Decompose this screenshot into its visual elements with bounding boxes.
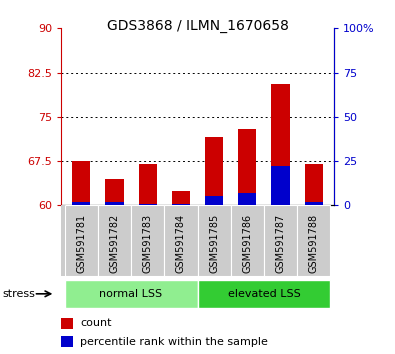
Bar (238, 129, 256, 205)
Text: normal LSS: normal LSS (100, 289, 163, 299)
Bar (205, 137, 223, 205)
Bar (172, 204, 190, 205)
Bar (64, 205, 98, 276)
Bar (198, 280, 331, 308)
Text: percentile rank within the sample: percentile rank within the sample (80, 337, 268, 347)
Bar (271, 166, 290, 205)
Bar (139, 164, 157, 205)
Bar (264, 205, 297, 276)
Text: GSM591781: GSM591781 (76, 214, 86, 273)
Bar (305, 202, 323, 205)
Text: GSM591788: GSM591788 (309, 214, 319, 273)
Bar (61, 318, 73, 329)
Bar (238, 193, 256, 205)
Text: stress: stress (2, 289, 35, 299)
Text: GDS3868 / ILMN_1670658: GDS3868 / ILMN_1670658 (107, 19, 288, 34)
Bar (305, 164, 323, 205)
Bar (61, 336, 73, 347)
Bar (271, 84, 290, 205)
Bar (72, 161, 90, 205)
Text: GSM591783: GSM591783 (143, 214, 152, 273)
Bar (205, 196, 223, 205)
Text: GSM591784: GSM591784 (176, 214, 186, 273)
Bar (105, 202, 124, 205)
Bar (64, 280, 198, 308)
Bar (131, 205, 164, 276)
Bar (98, 205, 131, 276)
Bar (61, 205, 64, 276)
Text: count: count (80, 318, 112, 328)
Bar (198, 205, 231, 276)
Text: GSM591785: GSM591785 (209, 214, 219, 273)
Bar (139, 204, 157, 205)
Bar (172, 190, 190, 205)
Bar (105, 179, 124, 205)
Text: GSM591787: GSM591787 (276, 214, 286, 273)
Text: elevated LSS: elevated LSS (228, 289, 300, 299)
Bar (297, 205, 331, 276)
Bar (72, 202, 90, 205)
Bar (164, 205, 198, 276)
Bar (231, 205, 264, 276)
Text: GSM591786: GSM591786 (243, 214, 252, 273)
Text: GSM591782: GSM591782 (109, 214, 119, 273)
